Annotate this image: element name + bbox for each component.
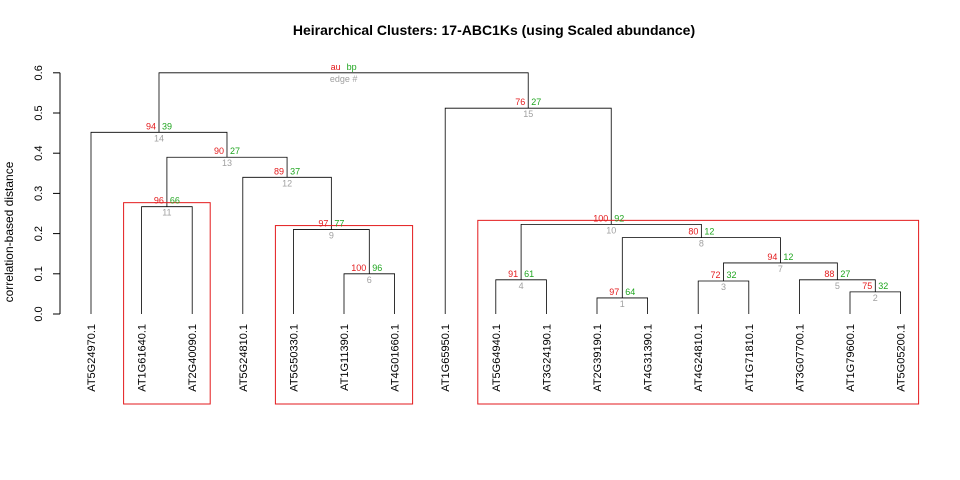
leaf-label: AT5G64940.1 bbox=[491, 324, 503, 392]
bp-label: 37 bbox=[290, 166, 300, 176]
edge-label: 1 bbox=[620, 299, 625, 309]
leaf-labels: AT5G24970.1 AT1G61640.1 AT2G40090.1 AT5G248… bbox=[86, 324, 908, 392]
leaf-label: AT5G24970.1 bbox=[86, 324, 98, 392]
bp-label: 92 bbox=[614, 213, 624, 223]
edge-label: 10 bbox=[606, 225, 616, 235]
leaf-label: AT4G24810.1 bbox=[693, 324, 705, 392]
leaf-label: AT4G31390.1 bbox=[643, 324, 655, 392]
y-axis-label: correlation-based distance bbox=[2, 161, 16, 302]
edge-label: 2 bbox=[873, 293, 878, 303]
leaf-label: AT1G65950.1 bbox=[440, 324, 452, 392]
edge-label: 9 bbox=[329, 231, 334, 241]
branch-m14 bbox=[90, 131, 228, 314]
leaf-label: AT4G01660.1 bbox=[390, 324, 402, 392]
bp-label: 32 bbox=[727, 270, 737, 280]
bp-label: bp bbox=[347, 62, 357, 72]
y-tick-label: 0.3 bbox=[33, 186, 45, 201]
branch-m16 bbox=[158, 72, 529, 133]
cluster-boxes bbox=[123, 202, 920, 405]
bp-label: 12 bbox=[704, 227, 714, 237]
leaf-label: AT5G24810.1 bbox=[238, 324, 250, 392]
leaf-label: AT1G79600.1 bbox=[845, 324, 857, 392]
edge-label: 12 bbox=[282, 178, 292, 188]
leaf-label: AT2G39190.1 bbox=[592, 324, 604, 392]
y-tick-label: 0.4 bbox=[33, 146, 45, 161]
bp-label: 61 bbox=[524, 269, 534, 279]
au-label: 72 bbox=[710, 270, 720, 280]
bp-label: 39 bbox=[162, 121, 172, 131]
au-label: 100 bbox=[351, 263, 366, 273]
au-label: 90 bbox=[214, 146, 224, 156]
y-tick-label: 0.2 bbox=[33, 226, 45, 241]
y-tick-label: 0.0 bbox=[33, 306, 45, 321]
cluster-box bbox=[123, 202, 211, 405]
au-label: 76 bbox=[515, 97, 525, 107]
bp-label: 27 bbox=[840, 269, 850, 279]
edge-label: 4 bbox=[519, 281, 524, 291]
branch-m12 bbox=[242, 176, 332, 314]
edge-label: 6 bbox=[367, 275, 372, 285]
au-label: 80 bbox=[688, 227, 698, 237]
leaf-label: AT5G50330.1 bbox=[288, 324, 300, 392]
bp-label: 64 bbox=[625, 287, 635, 297]
bp-label: 66 bbox=[170, 196, 180, 206]
leaf-label: AT2G40090.1 bbox=[187, 324, 199, 392]
leaf-label: AT5G05200.1 bbox=[896, 324, 908, 392]
au-label: 97 bbox=[318, 219, 328, 229]
leaf-label: AT1G61640.1 bbox=[137, 324, 149, 392]
bp-label: 32 bbox=[878, 281, 888, 291]
au-label: 96 bbox=[154, 196, 164, 206]
branch-m15 bbox=[444, 107, 612, 314]
au-label: 88 bbox=[824, 269, 834, 279]
edge-label: 15 bbox=[523, 109, 533, 119]
bp-label: 12 bbox=[783, 252, 793, 262]
au-label: 100 bbox=[593, 213, 608, 223]
bp-label: 77 bbox=[334, 219, 344, 229]
leaf-label: AT1G11390.1 bbox=[339, 324, 351, 391]
au-label: 97 bbox=[609, 287, 619, 297]
leaf-label: AT1G71810.1 bbox=[744, 324, 756, 392]
cluster-box bbox=[274, 225, 414, 405]
y-axis: 0.0 0.1 0.2 0.3 0.4 0.5 0.6 bbox=[33, 65, 61, 322]
bp-label: 27 bbox=[531, 97, 541, 107]
chart-title: Heirarchical Clusters: 17-ABC1Ks (using … bbox=[293, 22, 695, 38]
edge-label: 7 bbox=[778, 264, 783, 274]
edge-label: 3 bbox=[721, 282, 726, 292]
au-label: 94 bbox=[146, 121, 156, 131]
cluster-box bbox=[477, 219, 920, 405]
au-label: 89 bbox=[274, 166, 284, 176]
au-label: 94 bbox=[767, 252, 777, 262]
edge-label: 8 bbox=[699, 239, 704, 249]
dendrogram-branches bbox=[90, 72, 901, 314]
y-tick-label: 0.5 bbox=[33, 105, 45, 120]
edge-label: 14 bbox=[154, 133, 164, 143]
edge-label: 13 bbox=[222, 158, 232, 168]
au-label: 91 bbox=[508, 269, 518, 279]
y-tick-label: 0.1 bbox=[33, 266, 45, 281]
edge-label: 5 bbox=[835, 281, 840, 291]
au-label: 75 bbox=[862, 281, 872, 291]
bp-label: 27 bbox=[230, 146, 240, 156]
edge-label: 11 bbox=[162, 208, 171, 218]
leaf-label: AT3G24190.1 bbox=[541, 324, 553, 392]
y-tick-label: 0.6 bbox=[33, 65, 45, 80]
leaf-label: AT3G07700.1 bbox=[794, 324, 806, 392]
edge-label: edge # bbox=[330, 74, 358, 84]
au-label: au bbox=[331, 62, 341, 72]
branch-m11 bbox=[141, 206, 193, 314]
bp-label: 96 bbox=[372, 263, 382, 273]
